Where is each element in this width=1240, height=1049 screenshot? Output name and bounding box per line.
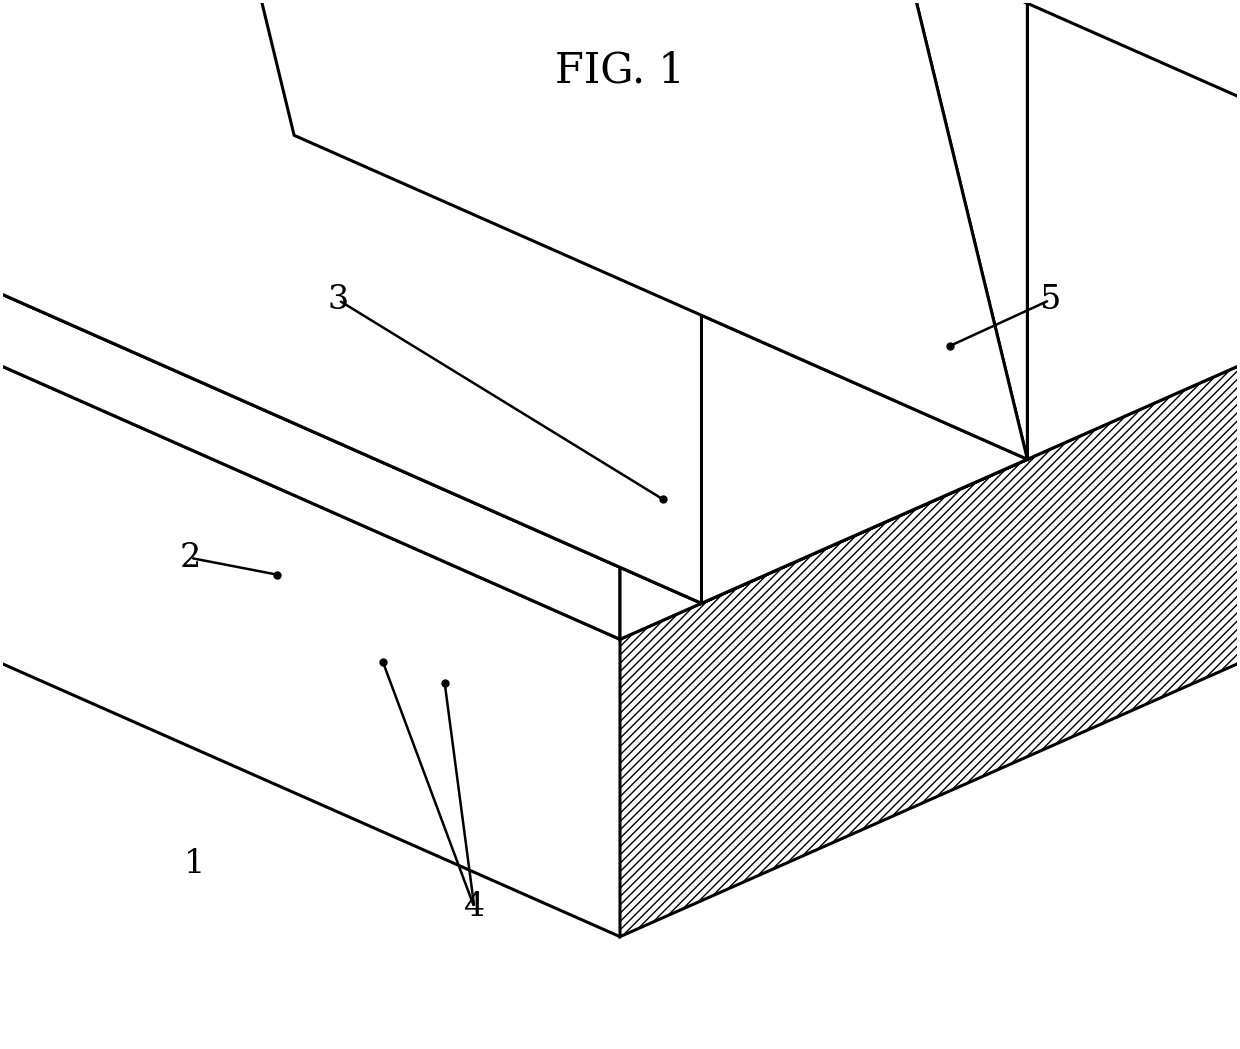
- Text: 4: 4: [464, 892, 485, 923]
- Polygon shape: [0, 0, 1028, 459]
- Polygon shape: [0, 0, 620, 639]
- Polygon shape: [620, 0, 1240, 937]
- Text: 3: 3: [327, 284, 350, 316]
- Polygon shape: [0, 0, 1240, 639]
- Polygon shape: [0, 0, 1028, 459]
- Polygon shape: [0, 0, 702, 603]
- Polygon shape: [0, 0, 1240, 459]
- Text: 5: 5: [1039, 284, 1060, 316]
- Text: FIG. 1: FIG. 1: [556, 49, 684, 91]
- Polygon shape: [0, 0, 1240, 231]
- Polygon shape: [620, 0, 1028, 639]
- Polygon shape: [0, 135, 1028, 603]
- Text: 2: 2: [180, 542, 201, 574]
- Polygon shape: [0, 135, 1028, 603]
- Text: 1: 1: [184, 848, 205, 880]
- Polygon shape: [702, 0, 1028, 603]
